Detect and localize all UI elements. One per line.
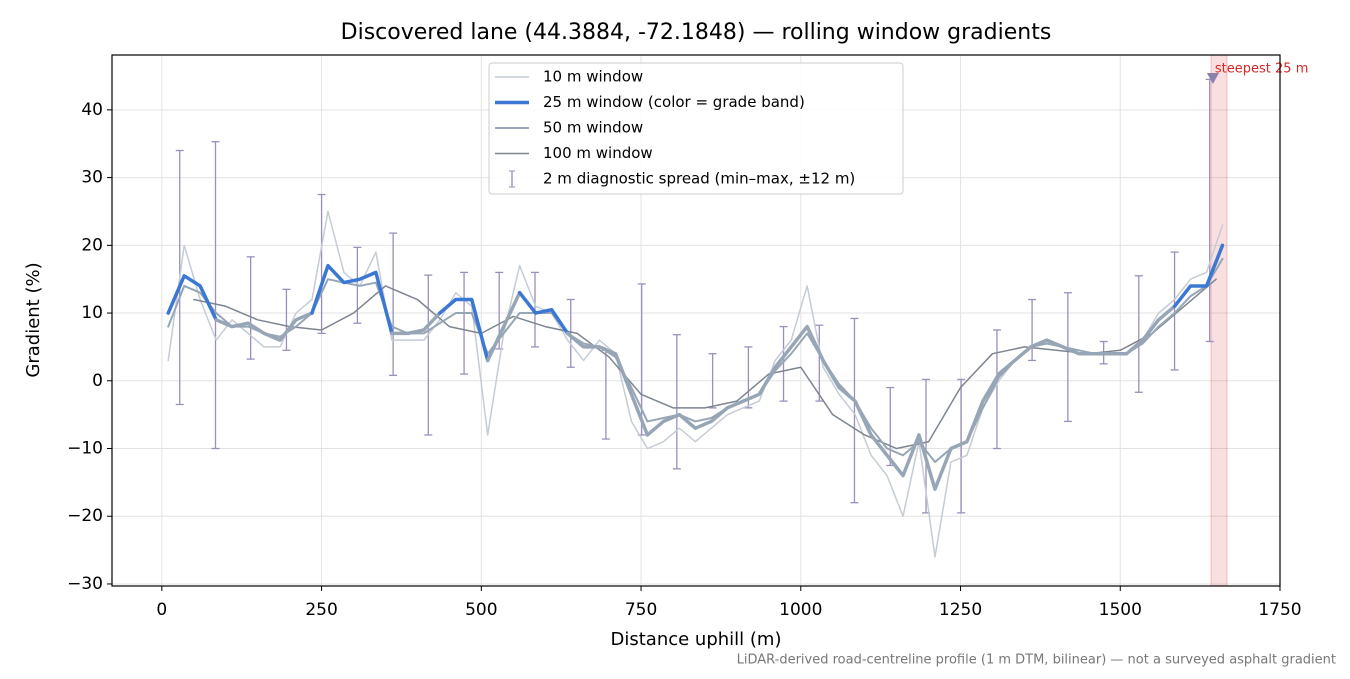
x-tick-label: 250	[305, 600, 337, 620]
legend-label: 10 m window	[543, 68, 643, 86]
series-line	[485, 290, 522, 363]
footnote: LiDAR-derived road-centreline profile (1…	[737, 653, 1336, 668]
y-tick-label: 30	[81, 168, 103, 188]
annotation-text: steepest 25 m	[1215, 62, 1308, 77]
series-line	[565, 304, 1177, 491]
series-line	[517, 290, 570, 336]
legend-label: 50 m window	[543, 119, 643, 137]
x-tick-label: 1250	[939, 600, 982, 620]
legend-label: 25 m window (color = grade band)	[543, 93, 805, 111]
x-tick-label: 0	[156, 600, 167, 620]
y-tick-label: 10	[81, 303, 103, 323]
series-line	[193, 278, 1217, 450]
highlight-span	[1210, 55, 1228, 586]
legend-label: 100 m window	[543, 144, 653, 162]
series-line	[166, 274, 218, 322]
legend-box	[488, 62, 904, 195]
x-axis-label: Distance uphill (m)	[611, 629, 782, 650]
y-tick-label: −10	[67, 439, 103, 459]
series-line	[167, 257, 1224, 464]
legend-label: 2 m diagnostic spread (min–max, ±12 m)	[543, 170, 855, 188]
chart-title: Discovered lane (44.3884, -72.1848) — ro…	[341, 20, 1052, 45]
y-tick-label: 0	[92, 371, 103, 391]
series-line	[1172, 243, 1225, 309]
axes-frame	[111, 54, 1281, 587]
x-tick-label: 1000	[779, 600, 822, 620]
y-tick-label: −30	[67, 574, 103, 594]
series-line	[214, 311, 314, 342]
series-line	[438, 297, 490, 363]
series-line	[310, 263, 394, 336]
steepest-marker	[1206, 73, 1219, 85]
x-tick-label: 750	[625, 600, 657, 620]
legend: 10 m window 25 m window (color = grade ba…	[488, 62, 904, 195]
y-tick-label: −20	[67, 506, 103, 526]
series-line	[167, 210, 1224, 558]
y-axis-label: Gradient (%)	[23, 262, 44, 377]
x-tick-label: 1750	[1258, 600, 1301, 620]
series-line	[390, 311, 442, 336]
y-tick-label: 20	[81, 235, 103, 255]
x-tick-label: 1500	[1099, 600, 1142, 620]
y-tick-label: 40	[81, 100, 103, 120]
plot	[166, 55, 1228, 586]
x-tick-label: 500	[465, 600, 497, 620]
